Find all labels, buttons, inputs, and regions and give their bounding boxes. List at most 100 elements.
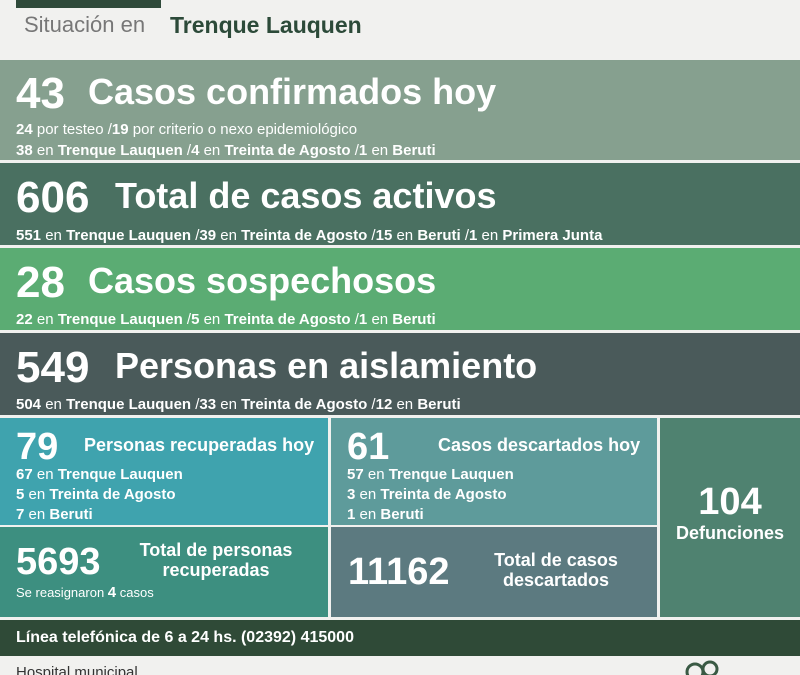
confirmed-breakdown-location: 38 en Trenque Lauquen /4 en Treinta de A… [16, 142, 436, 159]
discarded-today-count: 61 [347, 426, 390, 468]
loc-en: en [203, 311, 221, 328]
loc-name: Beruti [417, 396, 461, 413]
header-prefix: Situación en [24, 12, 146, 37]
loc-name: Treinta de Agosto [241, 227, 368, 244]
suspected-title: Casos sospechosos [88, 260, 437, 301]
loc-count: 1 [347, 506, 356, 523]
header-accent-bar [16, 0, 161, 8]
loc-count: 504 [16, 396, 42, 413]
isolation-title: Personas en aislamiento [115, 345, 538, 386]
loc-en: en [28, 486, 46, 503]
loc-count: 551 [16, 227, 42, 244]
active-cases-band: 606 Total de casos activos 551 en Trenqu… [0, 163, 800, 245]
loc-count: 5 [16, 486, 25, 503]
active-count: 606 [16, 173, 90, 222]
loc-count: 12 [375, 396, 393, 413]
loc-count: 22 [16, 311, 33, 328]
confirmed-title: Casos confirmados hoy [88, 71, 497, 112]
confirmed-breakdown-method: 24 por testeo /19 por criterio o nexo ep… [16, 121, 357, 138]
suspected-cases-band: 28 Casos sospechosos 22 en Trenque Lauqu… [0, 248, 800, 330]
active-title: Total de casos activos [115, 175, 497, 216]
loc-name: Primera Junta [502, 227, 603, 244]
deaths-title: Defunciones [675, 523, 785, 543]
confirmed-count: 43 [16, 69, 65, 118]
loc-en: en [36, 466, 54, 483]
suspected-count: 28 [16, 258, 65, 307]
isolation-breakdown-location: 504 en Trenque Lauquen /33 en Treinta de… [16, 396, 461, 413]
loc-count: 38 [16, 142, 33, 159]
loc-name: Trenque Lauquen [66, 396, 192, 413]
loc-count: 5 [191, 311, 200, 328]
hospital-label: Hospital municipal [16, 664, 138, 675]
municipal-logo-icon [685, 660, 719, 675]
loc-name: Beruti [49, 506, 93, 523]
loc-count: 3 [347, 486, 356, 503]
recovered-total-title-1: Total de personas [139, 540, 293, 560]
loc-count: 4 [191, 142, 200, 159]
reassigned-count: 4 [107, 584, 117, 601]
loc-count: 15 [375, 227, 393, 244]
loc-count: 1 [469, 227, 478, 244]
loc-en: en [371, 311, 389, 328]
reassigned-unit: casos [119, 585, 154, 600]
loc-count: 7 [16, 506, 25, 523]
confirmed-by-test-label: por testeo / [32, 121, 112, 138]
discarded-row: 3 en Treinta de Agosto [347, 486, 507, 503]
recovered-total-title-2: recuperadas [162, 560, 270, 580]
loc-count: 33 [199, 396, 217, 413]
loc-count: 1 [358, 142, 368, 159]
loc-name: Treinta de Agosto [49, 486, 176, 503]
deaths-cell: 104 Defunciones [660, 418, 800, 617]
header-city: Trenque Lauquen [170, 12, 362, 38]
confirmed-by-nexus-count: 19 [111, 121, 129, 138]
recovered-total-count: 5693 [16, 541, 101, 583]
discarded-today-cell: 61 Casos descartados hoy 57 en Trenque L… [331, 418, 657, 525]
recovered-row: 7 en Beruti [16, 506, 93, 523]
loc-name: Trenque Lauquen [388, 466, 514, 483]
loc-en: en [36, 311, 54, 328]
loc-name: Treinta de Agosto [241, 396, 368, 413]
loc-en: en [45, 227, 62, 244]
loc-name: Trenque Lauquen [57, 142, 183, 159]
loc-count: 57 [347, 466, 364, 483]
isolation-band: 549 Personas en aislamiento 504 en Trenq… [0, 333, 800, 415]
loc-en: en [396, 227, 414, 244]
confirmed-by-test-count: 24 [16, 121, 33, 138]
discarded-row: 57 en Trenque Lauquen [347, 466, 514, 483]
loc-name: Beruti [417, 227, 461, 244]
loc-en: en [396, 396, 414, 413]
loc-count: 39 [199, 227, 217, 244]
loc-count: 1 [358, 311, 368, 328]
discarded-total-title-1: Total de casos [494, 550, 618, 570]
header: Situación en Trenque Lauquen [0, 0, 800, 58]
loc-name: Beruti [392, 311, 436, 328]
deaths-count: 104 [698, 481, 762, 523]
discarded-total-title-2: descartados [502, 570, 610, 590]
loc-en: en [28, 506, 46, 523]
loc-en: en [45, 396, 62, 413]
discarded-total-cell: 11162 Total de casos descartados [331, 527, 657, 617]
reassigned-text: Se reasignaron [16, 585, 105, 600]
loc-en: en [371, 142, 389, 159]
loc-en: en [220, 227, 237, 244]
loc-name: Trenque Lauquen [57, 311, 183, 328]
loc-name: Beruti [380, 506, 424, 523]
phone-line: Línea telefónica de 6 a 24 hs. (02392) 4… [16, 629, 354, 646]
loc-en: en [220, 396, 237, 413]
loc-count: 67 [16, 466, 33, 483]
recovered-total-cell: 5693 Total de personas recuperadas Se re… [0, 527, 328, 617]
recovered-today-cell: 79 Personas recuperadas hoy 67 en Trenqu… [0, 418, 328, 525]
loc-en: en [36, 142, 54, 159]
loc-name: Trenque Lauquen [57, 466, 183, 483]
loc-name: Treinta de Agosto [224, 311, 351, 328]
recovered-today-title: Personas recuperadas hoy [84, 435, 315, 455]
reassigned-note: Se reasignaron 4 casos [16, 584, 154, 601]
discarded-total-count: 11162 [348, 551, 450, 593]
active-breakdown-location: 551 en Trenque Lauquen /39 en Treinta de… [16, 227, 603, 244]
loc-en: en [367, 466, 385, 483]
discarded-today-title: Casos descartados hoy [438, 435, 641, 455]
loc-name: Beruti [392, 142, 436, 159]
phone-bar: Línea telefónica de 6 a 24 hs. (02392) 4… [0, 620, 800, 656]
loc-en: en [481, 227, 499, 244]
recovered-today-count: 79 [16, 426, 59, 468]
